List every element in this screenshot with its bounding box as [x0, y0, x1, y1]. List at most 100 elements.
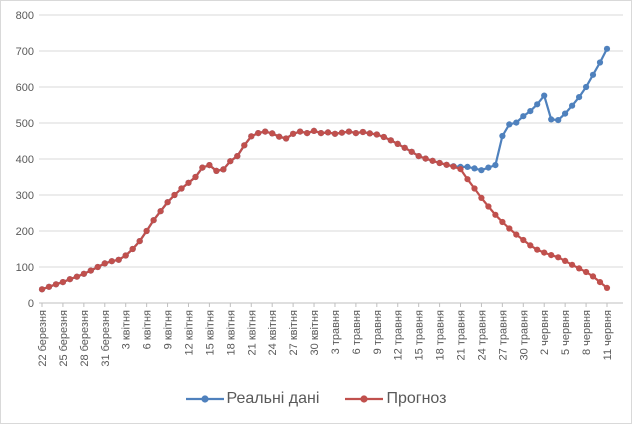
series-forecast-marker[interactable]	[457, 166, 464, 173]
series-forecast-marker[interactable]	[94, 263, 101, 271]
series-forecast-marker[interactable]	[324, 129, 332, 136]
series-forecast-marker[interactable]	[429, 157, 436, 164]
series-forecast-marker[interactable]	[234, 153, 241, 160]
series-real-marker[interactable]	[541, 92, 548, 99]
series-real-marker[interactable]	[499, 132, 506, 140]
series-real-marker[interactable]	[562, 110, 569, 117]
series-forecast-marker[interactable]	[276, 133, 283, 140]
series-forecast-marker[interactable]	[422, 155, 429, 162]
series-real-marker[interactable]	[513, 119, 520, 126]
series-forecast-marker[interactable]	[450, 163, 457, 170]
series-forecast-marker[interactable]	[150, 217, 157, 224]
series-forecast-marker[interactable]	[283, 135, 290, 142]
series-real-marker[interactable]	[485, 164, 492, 171]
series-forecast-marker[interactable]	[115, 256, 122, 263]
series-real-marker[interactable]	[583, 83, 590, 91]
series-forecast-marker[interactable]	[290, 130, 297, 137]
series-forecast-marker[interactable]	[38, 286, 46, 293]
series-forecast-marker[interactable]	[352, 130, 359, 137]
series-forecast-marker[interactable]	[541, 249, 548, 256]
series-forecast-marker[interactable]	[436, 159, 443, 167]
series-forecast-marker[interactable]	[380, 133, 387, 141]
series-forecast-marker[interactable]	[108, 258, 115, 265]
series-forecast-marker[interactable]	[534, 246, 541, 253]
series-forecast-marker[interactable]	[310, 127, 318, 134]
series-forecast-marker[interactable]	[562, 257, 569, 264]
series-real-marker[interactable]	[548, 116, 555, 123]
series-forecast-marker[interactable]	[45, 283, 53, 290]
series-forecast-marker[interactable]	[164, 199, 171, 206]
series-forecast-marker[interactable]	[317, 130, 325, 137]
series-forecast-marker[interactable]	[227, 158, 234, 165]
series-forecast-marker[interactable]	[443, 161, 450, 168]
series-real-marker[interactable]	[471, 165, 478, 172]
series-forecast-marker[interactable]	[220, 166, 227, 173]
series-forecast-marker[interactable]	[401, 144, 408, 151]
series-forecast-marker[interactable]	[589, 273, 597, 280]
series-forecast-marker[interactable]	[471, 185, 478, 192]
series-forecast-marker[interactable]	[520, 236, 527, 244]
series-forecast-marker[interactable]	[248, 133, 255, 140]
series-real-marker[interactable]	[589, 71, 597, 78]
series-forecast-marker[interactable]	[596, 279, 604, 286]
series-forecast-marker[interactable]	[185, 179, 192, 186]
series-forecast-marker[interactable]	[255, 130, 262, 137]
series-real-marker[interactable]	[506, 121, 513, 128]
series-forecast-marker[interactable]	[143, 227, 150, 235]
series-real-marker[interactable]	[464, 163, 471, 170]
series-forecast-marker[interactable]	[66, 276, 73, 283]
series-forecast-marker[interactable]	[485, 203, 492, 210]
series-forecast-marker[interactable]	[569, 261, 576, 268]
series-forecast-marker[interactable]	[101, 260, 108, 267]
series-forecast-marker[interactable]	[527, 242, 534, 249]
series-forecast-marker[interactable]	[408, 148, 415, 155]
series-forecast-marker[interactable]	[373, 131, 380, 138]
series-forecast-marker[interactable]	[331, 130, 339, 137]
series-forecast-marker[interactable]	[548, 252, 555, 259]
series-forecast-marker[interactable]	[366, 130, 373, 137]
series-real-marker[interactable]	[576, 94, 583, 101]
series-forecast-marker[interactable]	[506, 225, 513, 232]
series-forecast-marker[interactable]	[338, 129, 345, 136]
series-forecast-marker[interactable]	[359, 128, 366, 136]
series-forecast-marker[interactable]	[213, 167, 220, 174]
series-forecast-marker[interactable]	[304, 130, 311, 137]
series-forecast-marker[interactable]	[603, 284, 611, 291]
series-real-marker[interactable]	[555, 117, 562, 124]
series-forecast-marker[interactable]	[262, 128, 269, 135]
series-forecast-marker[interactable]	[199, 164, 206, 171]
series-forecast-marker[interactable]	[80, 270, 87, 277]
series-forecast-marker[interactable]	[178, 185, 185, 192]
series-real-marker[interactable]	[603, 45, 611, 52]
series-forecast-marker[interactable]	[464, 176, 471, 183]
series-forecast-marker[interactable]	[73, 273, 80, 280]
series-forecast-marker[interactable]	[129, 245, 136, 253]
legend-item-forecast[interactable]: Прогноз	[345, 390, 446, 408]
series-forecast-marker[interactable]	[387, 137, 394, 144]
series-forecast-marker[interactable]	[478, 194, 485, 201]
series-real-marker[interactable]	[520, 113, 527, 120]
series-real-marker[interactable]	[478, 167, 485, 174]
series-forecast-marker[interactable]	[499, 218, 506, 226]
series-forecast-marker[interactable]	[59, 279, 66, 286]
series-forecast-marker[interactable]	[87, 267, 94, 274]
series-forecast-marker[interactable]	[136, 238, 143, 245]
series-forecast-marker[interactable]	[492, 211, 499, 218]
series-forecast-marker[interactable]	[157, 208, 164, 215]
series-forecast-marker[interactable]	[297, 128, 304, 135]
series-real-marker[interactable]	[492, 162, 499, 169]
legend-item-real[interactable]: Реальні дані	[185, 390, 319, 408]
series-forecast-marker[interactable]	[555, 254, 562, 261]
series-forecast-marker[interactable]	[241, 142, 248, 149]
series-real-marker[interactable]	[534, 101, 541, 108]
series-real-marker[interactable]	[527, 108, 534, 115]
series-forecast-marker[interactable]	[394, 140, 401, 147]
series-forecast-marker[interactable]	[171, 191, 178, 199]
series-forecast-marker[interactable]	[345, 128, 352, 135]
series-forecast-marker[interactable]	[206, 162, 213, 169]
series-forecast-marker[interactable]	[122, 252, 129, 259]
series-forecast-marker[interactable]	[415, 153, 422, 160]
series-forecast-marker[interactable]	[583, 268, 590, 276]
series-forecast-marker[interactable]	[513, 231, 520, 238]
series-forecast-marker[interactable]	[269, 130, 276, 137]
